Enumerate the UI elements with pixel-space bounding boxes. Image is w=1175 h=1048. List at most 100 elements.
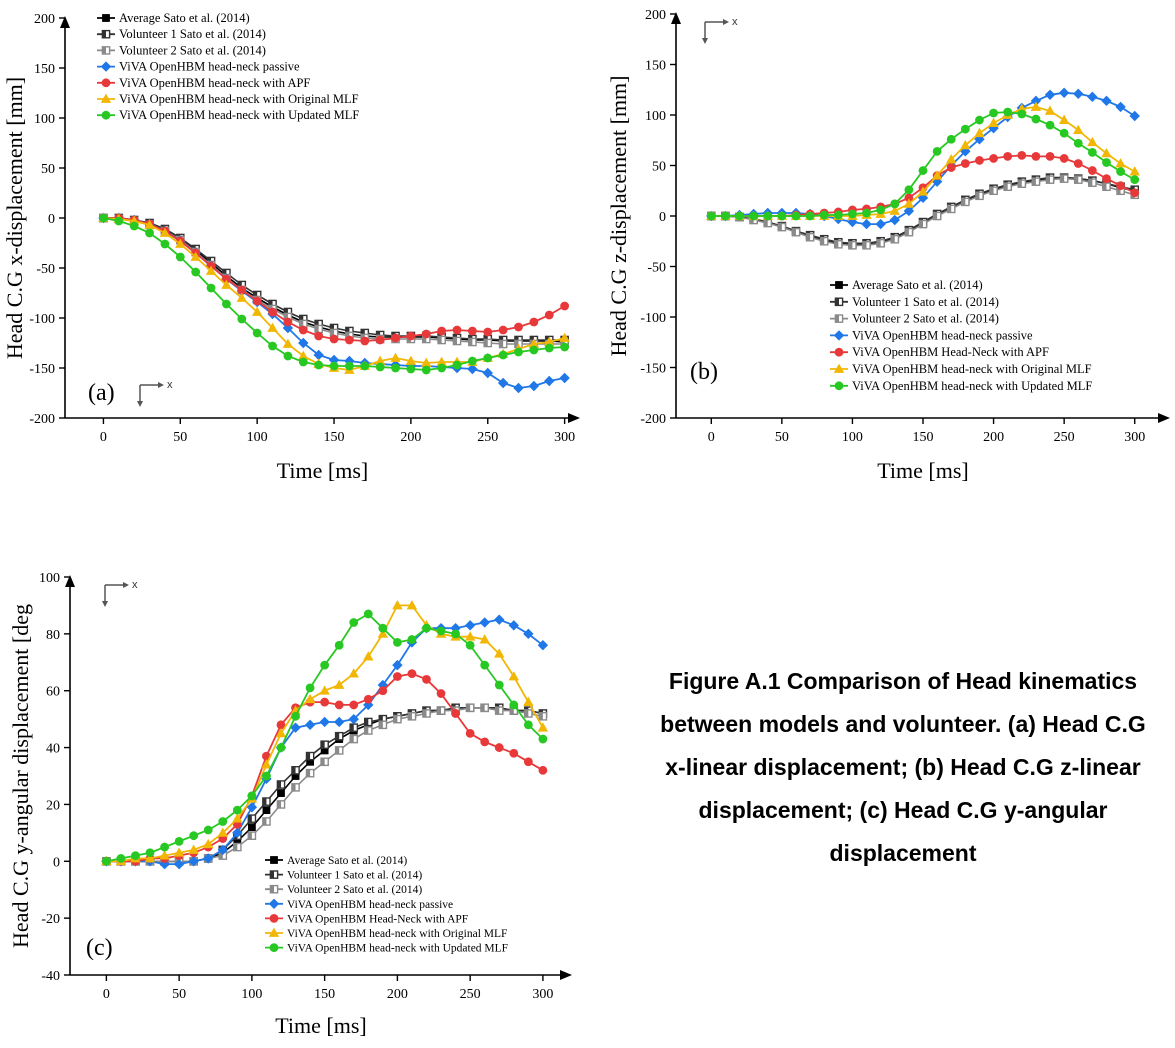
data-point (190, 251, 201, 261)
data-point (464, 631, 476, 641)
y-axis-arrow (671, 12, 681, 24)
legend-label: Average Sato et al. (2014) (852, 278, 983, 292)
data-point (421, 365, 431, 375)
series-line (106, 604, 544, 863)
marker-fill (306, 752, 311, 760)
marker-fill (1102, 183, 1107, 191)
data-point (560, 301, 570, 311)
data-point (494, 648, 505, 658)
legend-marker (269, 884, 279, 894)
data-point (345, 361, 354, 371)
data-point (222, 299, 231, 309)
data-point (237, 314, 247, 324)
data-point (1044, 105, 1056, 115)
legend-label: ViVA OpenHBM head-neck passive (287, 899, 453, 911)
data-point (262, 806, 271, 815)
y-tick-label: -50 (36, 262, 55, 277)
data-point (349, 700, 359, 710)
data-point (206, 283, 216, 293)
axis-orientation-icon: x (137, 379, 173, 407)
data-point (375, 362, 385, 372)
data-point (1030, 101, 1042, 111)
data-point (267, 322, 278, 332)
data-point (544, 310, 554, 320)
data-point (268, 341, 277, 351)
legend-item: Volunteer 1 Sato et al. (2014) (97, 27, 266, 41)
y-tick-label: 200 (34, 12, 55, 27)
data-point (523, 757, 533, 767)
data-point (246, 802, 258, 813)
marker-fill (233, 843, 238, 851)
legend-item: Average Sato et al. (2014) (830, 278, 983, 292)
data-point (529, 317, 539, 327)
axes: 0 50 100 150 200 250 300 -40 -20 0 20 40 60 80 100 (39, 571, 572, 1002)
y-tick-label: 0 (53, 855, 60, 870)
data-point (494, 743, 504, 752)
legend-label: Volunteer 1 Sato et al. (2014) (119, 27, 266, 41)
legend-label: ViVA OpenHBM head-neck passive (852, 328, 1033, 342)
series (102, 703, 548, 866)
data-point (975, 115, 984, 125)
data-point (464, 620, 476, 631)
data-point (467, 326, 477, 336)
data-point (252, 296, 262, 306)
marker-fill (222, 269, 227, 277)
x-tick-label: 250 (477, 430, 498, 445)
data-point (261, 759, 272, 769)
x-tick-label: 0 (100, 430, 107, 445)
x-tick-label: 100 (241, 987, 262, 1002)
legend-marker (268, 898, 280, 909)
data-point (528, 338, 540, 348)
data-point (1017, 109, 1027, 119)
marker-fill (248, 832, 252, 840)
y-tick-label: 150 (645, 59, 666, 74)
legend: Average Sato et al. (2014) Volunteer 1 Sa… (97, 11, 359, 122)
legend-label: Average Sato et al. (2014) (119, 11, 250, 25)
x-tick-label: 150 (314, 987, 335, 1002)
data-point (1058, 87, 1070, 98)
data-point (378, 686, 388, 696)
marker-fill (1060, 175, 1065, 183)
marker-fill (820, 237, 825, 245)
data-point (421, 329, 431, 339)
data-point (203, 825, 213, 835)
data-point (1003, 152, 1013, 161)
series (101, 609, 548, 866)
data-point (221, 279, 232, 289)
legend-marker (268, 927, 280, 937)
data-point (160, 842, 169, 852)
data-point (320, 746, 329, 755)
series (101, 600, 549, 866)
data-point (377, 628, 389, 638)
data-point (1073, 175, 1083, 184)
marker-fill (484, 339, 488, 347)
legend-label: Volunteer 1 Sato et al. (2014) (852, 295, 999, 309)
marker-fill (379, 721, 383, 729)
marker-fill (270, 885, 274, 893)
data-point (363, 717, 373, 727)
marker-fill (835, 298, 839, 306)
data-point (391, 363, 400, 373)
data-point (1101, 95, 1112, 107)
data-point (262, 771, 271, 781)
marker-fill (408, 712, 412, 720)
data-point (1045, 175, 1055, 184)
series-line (103, 217, 566, 342)
data-point (217, 827, 228, 837)
legend-marker (100, 93, 112, 103)
x-axis-arrow (1158, 413, 1170, 423)
x-axis-label: Time [ms] (277, 458, 368, 483)
y-tick-label: 60 (46, 685, 60, 700)
data-point (237, 285, 247, 295)
icon-x-arrowhead (123, 582, 129, 588)
y-tick-label: -150 (29, 362, 55, 377)
legend-label: ViVA OpenHBM head-neck with Original MLF (119, 92, 359, 106)
legend-label: Volunteer 1 Sato et al. (2014) (287, 870, 422, 882)
data-point (276, 720, 286, 730)
legend-item: ViVA OpenHBM Head-Neck with APF (265, 913, 468, 925)
data-point (791, 227, 801, 237)
data-point (437, 335, 446, 345)
data-point (960, 139, 971, 150)
data-point (989, 154, 998, 163)
marker-fill (361, 329, 365, 337)
